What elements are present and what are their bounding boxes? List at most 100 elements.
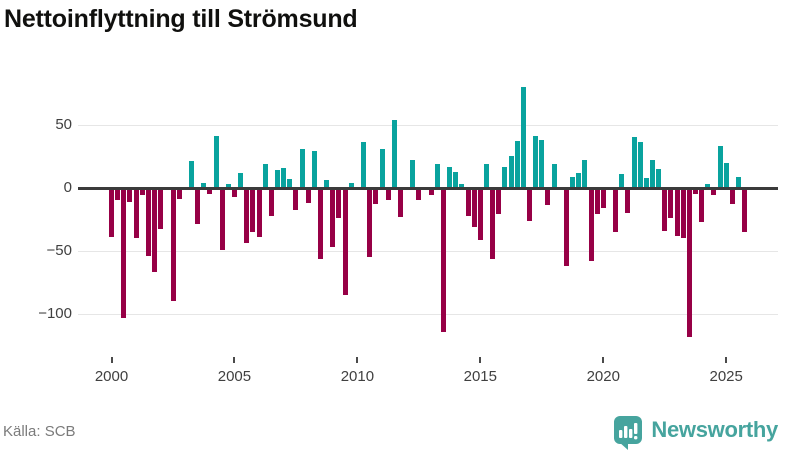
bar-2022-Q2 [656, 169, 662, 188]
bar-2021-Q1 [625, 189, 631, 213]
bar-2021-Q2 [631, 137, 637, 188]
x-axis-tick-2025 [725, 357, 728, 363]
source-note: Källa: SCB [3, 423, 76, 440]
bar-2000-Q4 [127, 189, 133, 202]
bar-2024-Q2 [705, 184, 711, 188]
bar-2023-Q3 [686, 189, 692, 337]
bar-2023-Q2 [680, 189, 686, 238]
bar-2023-Q4 [693, 189, 698, 194]
bar-2001-Q1 [133, 189, 139, 238]
bar-2015-Q4 [496, 189, 502, 214]
bar-2013-Q4 [447, 167, 453, 188]
bar-2013-Q3 [440, 189, 446, 332]
bar-2009-Q4 [348, 183, 354, 188]
bar-2009-Q3 [342, 189, 348, 295]
bar-2019-Q2 [582, 160, 588, 188]
bar-2020-Q3 [613, 189, 619, 232]
bar-2014-Q4 [471, 189, 477, 227]
bar-2007-Q4 [299, 149, 305, 188]
bar-2004-Q2 [213, 136, 219, 188]
bar-2003-Q3 [195, 189, 201, 224]
bar-2007-Q1 [281, 168, 287, 188]
chart-title: Nettoinflyttning till Strömsund [4, 5, 358, 33]
bar-2016-Q2 [508, 156, 514, 188]
bar-2017-Q3 [539, 140, 545, 188]
bar-2008-Q4 [324, 180, 330, 188]
bar-2005-Q3 [244, 189, 250, 243]
bar-2018-Q4 [570, 177, 575, 188]
bar-2014-Q2 [459, 184, 465, 188]
bar-2024-Q1 [699, 189, 705, 222]
bar-2012-Q2 [410, 160, 416, 188]
bar-2004-Q3 [219, 189, 225, 250]
gridline-50 [78, 125, 778, 126]
x-axis-tick-2005 [233, 357, 236, 363]
bar-2021-Q3 [637, 142, 643, 188]
bar-2025-Q2 [729, 189, 735, 204]
bar-2016-Q4 [520, 87, 526, 188]
newsworthy-logo: Newsworthy [614, 416, 778, 450]
bar-2001-Q2 [139, 189, 145, 195]
bar-2025-Q4 [742, 189, 748, 232]
bar-2022-Q4 [668, 189, 674, 218]
bar-2024-Q4 [717, 146, 723, 188]
bar-2015-Q3 [490, 189, 496, 259]
bar-chart-icon [619, 423, 638, 440]
x-axis-label-2015: 2015 [463, 368, 497, 385]
bar-2010-Q2 [361, 142, 366, 188]
bar-2006-Q1 [256, 189, 262, 237]
bar-2024-Q3 [711, 189, 717, 195]
bar-2001-Q4 [152, 189, 157, 272]
bar-2006-Q3 [268, 189, 274, 216]
bar-2008-Q1 [305, 189, 311, 203]
speech-bubble-tail-icon [619, 442, 629, 450]
x-axis-label-2005: 2005 [217, 368, 252, 385]
bar-2011-Q1 [379, 149, 385, 188]
bar-2002-Q3 [170, 189, 176, 301]
bar-2020-Q1 [600, 189, 606, 208]
gridline--50 [78, 251, 778, 252]
y-axis-label-50: 50 [55, 116, 72, 133]
bar-2000-Q3 [121, 189, 127, 318]
bar-2002-Q1 [158, 189, 164, 229]
x-axis-tick-2015 [479, 357, 482, 363]
bar-2016-Q1 [502, 167, 508, 188]
bar-2012-Q3 [416, 189, 422, 200]
bar-2007-Q3 [293, 189, 299, 210]
x-axis-tick-2020 [602, 357, 605, 363]
bar-2004-Q1 [207, 189, 213, 194]
bar-2003-Q2 [188, 161, 194, 188]
bar-2010-Q4 [373, 189, 379, 204]
x-axis-tick-2010 [356, 357, 359, 363]
y-axis-label-0: 0 [63, 179, 72, 196]
bar-2000-Q1 [109, 189, 114, 237]
bar-2013-Q2 [434, 164, 440, 188]
bar-2001-Q3 [145, 189, 151, 256]
bar-2025-Q1 [723, 163, 729, 188]
bar-2000-Q2 [115, 189, 121, 200]
bar-2010-Q3 [367, 189, 373, 257]
newsworthy-logo-icon [614, 416, 643, 450]
x-axis-label-2025: 2025 [709, 368, 743, 385]
bar-2022-Q3 [662, 189, 668, 231]
bar-2015-Q2 [484, 164, 489, 188]
bar-2004-Q4 [225, 184, 231, 188]
bar-2002-Q4 [176, 189, 182, 199]
newsworthy-logo-text: Newsworthy [651, 417, 778, 442]
x-axis-label-2020: 2020 [586, 368, 620, 385]
x-axis-label-2000: 2000 [94, 368, 129, 385]
bar-2008-Q2 [311, 151, 317, 188]
bar-2003-Q4 [201, 183, 207, 188]
zero-axis-line [78, 187, 778, 190]
bar-2025-Q3 [736, 177, 741, 188]
bar-2016-Q3 [514, 141, 520, 188]
gridline--100 [78, 314, 778, 315]
bar-2018-Q1 [551, 164, 557, 188]
bar-2005-Q4 [250, 189, 256, 232]
bar-2011-Q2 [385, 189, 391, 200]
bar-2009-Q1 [330, 189, 336, 247]
bar-2007-Q2 [287, 179, 293, 188]
bar-2019-Q1 [576, 173, 582, 188]
y-axis-label--50: −50 [46, 242, 72, 259]
